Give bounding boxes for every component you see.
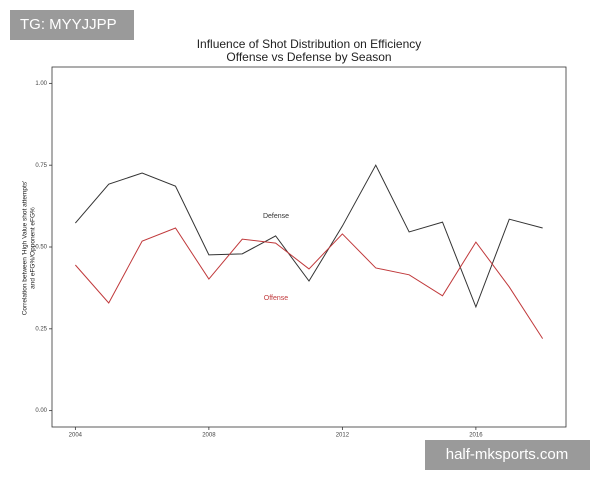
y-axis-label: Correlation between 'High Value shot att… xyxy=(22,181,29,316)
plot-frame xyxy=(51,66,567,428)
watermark: half-mksports.com xyxy=(446,446,569,463)
chart-title: Influence of Shot Distribution on Effici… xyxy=(197,37,422,51)
x-tick-label: 2012 xyxy=(336,433,350,439)
series-line xyxy=(74,227,544,339)
x-tick-label: 2004 xyxy=(69,433,83,439)
x-tick-label: 2008 xyxy=(202,433,216,439)
series-label: Offense xyxy=(264,295,288,302)
chart-subtitle: Offense vs Defense by Season xyxy=(226,50,391,64)
series-line xyxy=(74,164,543,309)
y-tick-label: 0.75 xyxy=(35,163,47,169)
y-tick-label: 0.25 xyxy=(35,326,47,332)
y-axis-label: and eFG%/Opponent eFG% xyxy=(30,207,37,289)
y-tick-label: 1.00 xyxy=(35,81,47,87)
series-label: Defense xyxy=(263,213,289,220)
watermark-box xyxy=(425,440,590,470)
watermark: TG: MYYJJPP xyxy=(20,16,117,33)
y-tick-label: 0.00 xyxy=(35,408,47,414)
x-tick-label: 2016 xyxy=(469,433,483,439)
watermark-box xyxy=(10,10,134,40)
y-tick-label: 0.50 xyxy=(35,245,47,251)
